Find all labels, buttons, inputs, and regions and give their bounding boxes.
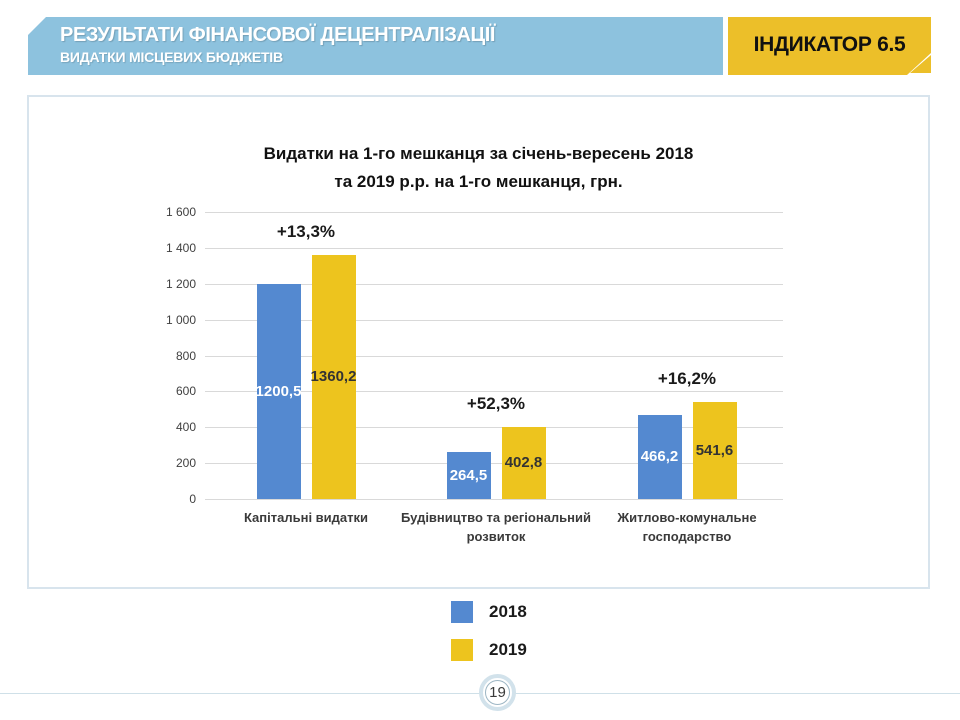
bar-2018 bbox=[637, 415, 682, 499]
page-number: 19 bbox=[485, 680, 510, 705]
chart-title-line2: та 2019 р.р. на 1-го мешканця, грн. bbox=[334, 172, 623, 191]
category-label: Капітальні видатки bbox=[243, 510, 369, 525]
header-title: РЕЗУЛЬТАТИ ФІНАНСОВОЇ ДЕЦЕНТРАЛІЗАЦІЇ bbox=[60, 24, 496, 46]
legend-swatch bbox=[451, 639, 473, 661]
bar-value-label: 264,5 bbox=[449, 466, 488, 484]
bar-value-label: 466,2 bbox=[640, 448, 679, 465]
legend-label: 2018 bbox=[489, 602, 527, 621]
chart-panel bbox=[27, 95, 930, 589]
chart-title: Видатки на 1-го мешканця за січень-верес… bbox=[27, 140, 930, 196]
gridline bbox=[205, 248, 783, 249]
chart-title-line1: Видатки на 1-го мешканця за січень-верес… bbox=[263, 144, 694, 163]
gridline bbox=[205, 212, 783, 213]
y-tick-label: 1 600 bbox=[165, 205, 196, 219]
bar-value-label: 541,6 bbox=[695, 441, 734, 459]
y-tick-label: 1 400 bbox=[165, 241, 196, 255]
gridline bbox=[205, 463, 783, 464]
y-axis: 1 600 1 400 1 200 1 000 800 600 400 200 0 bbox=[130, 205, 196, 506]
gridline bbox=[205, 499, 783, 500]
category-label: Житлово-комунальне господарство bbox=[617, 510, 757, 544]
y-tick-label: 1 200 bbox=[165, 277, 196, 291]
growth-label: +16,2% bbox=[657, 369, 717, 388]
y-tick-label: 1 000 bbox=[165, 313, 196, 327]
bar-value-label: 1360,2 bbox=[310, 368, 357, 385]
legend-swatch bbox=[451, 601, 473, 623]
gridline bbox=[205, 320, 783, 321]
chart-legend: 2018 2019 bbox=[451, 601, 527, 677]
gridline bbox=[205, 391, 783, 392]
legend-item-2019: 2019 bbox=[451, 639, 527, 661]
growth-label: +52,3% bbox=[466, 394, 526, 413]
indicator-label: ІНДИКАТОР 6.5 bbox=[753, 33, 906, 56]
gridline bbox=[205, 356, 783, 357]
y-tick-label: 0 bbox=[189, 492, 196, 506]
indicator-badge: ІНДИКАТОР 6.5 bbox=[728, 17, 931, 75]
x-axis-labels: Капітальні видатки Будівництво та регіона… bbox=[205, 508, 783, 562]
gridline bbox=[205, 284, 783, 285]
bar-2019 bbox=[692, 402, 737, 499]
bar-value-label: 1200,5 bbox=[255, 382, 302, 400]
y-tick-label: 800 bbox=[175, 349, 196, 363]
growth-label: +13,3% bbox=[276, 222, 336, 241]
y-tick-label: 200 bbox=[175, 456, 196, 470]
bar-2018 bbox=[256, 284, 301, 499]
header-banner: РЕЗУЛЬТАТИ ФІНАНСОВОЇ ДЕЦЕНТРАЛІЗАЦІЇ ВИ… bbox=[28, 17, 723, 75]
bar-2019 bbox=[501, 427, 546, 499]
y-tick-label: 600 bbox=[175, 384, 196, 398]
y-tick-label: 400 bbox=[175, 420, 196, 434]
page-number-badge: 19 bbox=[479, 674, 516, 711]
legend-item-2018: 2018 bbox=[451, 601, 527, 623]
bar-2018 bbox=[446, 452, 491, 499]
gridline bbox=[205, 427, 783, 428]
bar-chart-plot: 1200,5 1360,2 +13,3% 264,5 402,8 +52,3% 466,2 5… bbox=[205, 212, 783, 500]
category-label: Будівництво та регіональний розвиток bbox=[400, 510, 592, 544]
bar-value-label: 402,8 bbox=[504, 454, 543, 471]
header-subtitle: ВИДАТКИ МІСЦЕВИХ БЮДЖЕТІВ bbox=[60, 49, 283, 65]
legend-label: 2019 bbox=[489, 640, 527, 659]
bar-2019 bbox=[311, 255, 356, 499]
